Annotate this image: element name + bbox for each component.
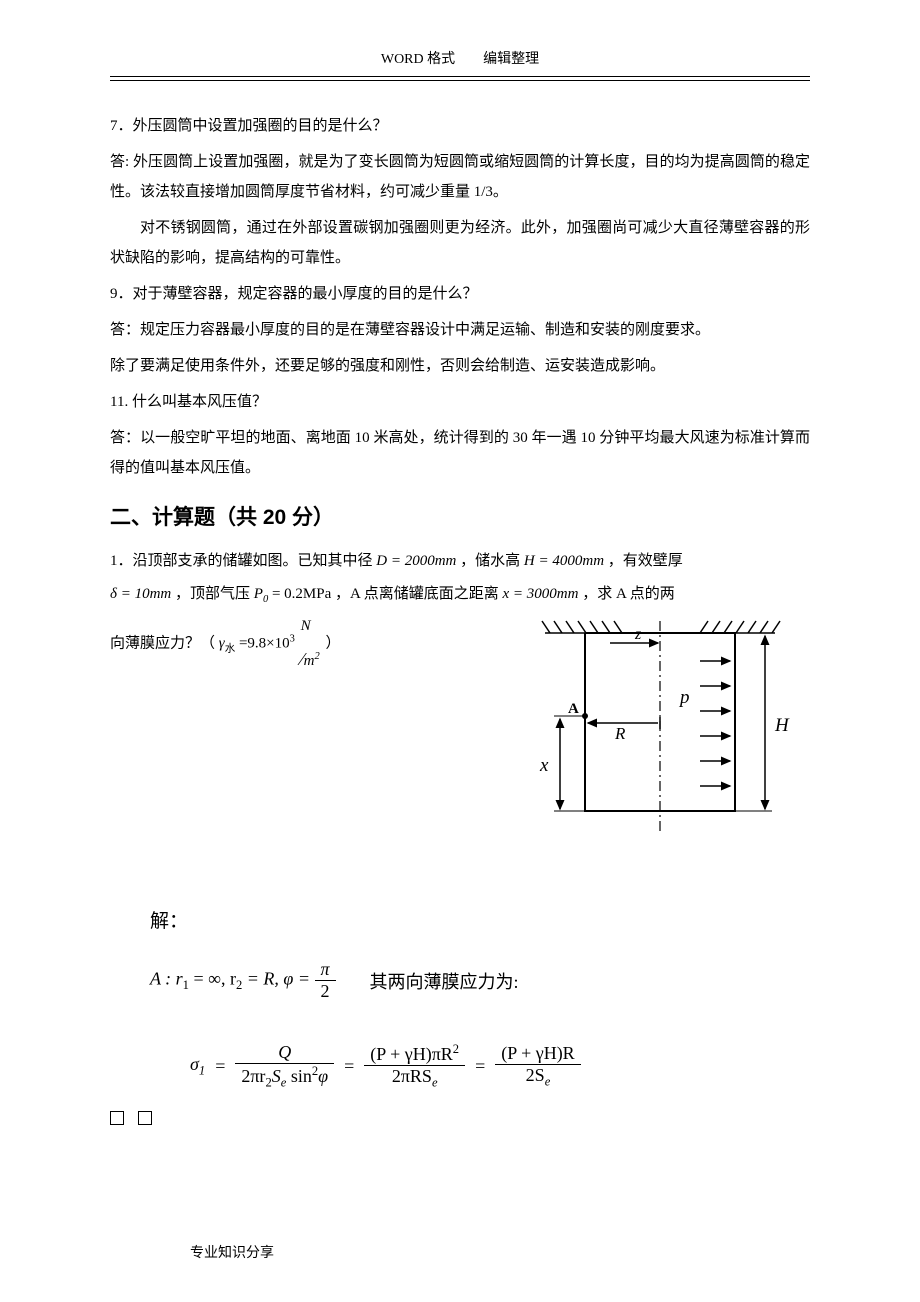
frac3-num: (P + γH)R (495, 1043, 580, 1065)
header-right: 编辑整理 (483, 52, 539, 67)
H-eq: H = 4000mm (524, 553, 604, 569)
checkbox-2 (138, 1111, 152, 1125)
checkbox-row (110, 1111, 810, 1130)
prob-text: 向薄膜应力？（ (110, 636, 215, 652)
prob-text: 1．沿顶部支承的储罐如图。已知其中径 (110, 553, 376, 569)
unit-N: N (299, 611, 322, 641)
f1d: φ (318, 1066, 328, 1086)
problem-1: 1．沿顶部支承的储罐如图。已知其中径 D = 2000mm ，储水高 H = 4… (110, 545, 810, 611)
f3d: 2S (526, 1065, 545, 1085)
delta-eq: δ = 10mm (110, 586, 171, 602)
header-left: WORD 格式 (381, 52, 455, 67)
frac-pi: π (315, 959, 336, 981)
sol-A-r1: A : r (150, 969, 183, 989)
eq1: = (215, 1056, 225, 1077)
P0-val: = 0.2MPa (268, 586, 331, 602)
P0-eq: P0 = 0.2MPa (254, 586, 335, 602)
answer-7-p1: 答: 外压圆筒上设置加强圈，就是为了变长圆筒为短圆筒或缩短圆筒的计算长度，目的均… (110, 147, 810, 207)
sol-r2: = ∞, r (193, 969, 235, 989)
answer-9-p1: 答：规定压力容器最小厚度的目的是在薄壁容器设计中满足运输、制造和安装的刚度要求。 (110, 315, 810, 345)
sigma-sub: 1 (199, 1064, 205, 1078)
gamma-unit: N ⁄m2 (299, 611, 322, 677)
D-eq: D = 2000mm (376, 553, 456, 569)
frac2-den: 2πRSe (364, 1066, 465, 1091)
f1c: sin (286, 1066, 312, 1086)
prob-text: ） (325, 636, 340, 652)
unit-m-exp: 2 (314, 651, 319, 662)
label-H: H (774, 715, 790, 736)
prob-text: ，有效壁厚 (608, 553, 683, 569)
header-rule (110, 76, 810, 81)
label-z: z (634, 626, 642, 643)
gamma-exp: 3 (290, 634, 295, 645)
sol-tail: 其两向薄膜应力为: (370, 968, 519, 994)
section-title: 二、计算题（共 20 分） (110, 501, 810, 531)
gamma-val: =9.8×10 (239, 636, 290, 652)
question-7: 7．外压圆筒中设置加强圈的目的是什么？ (110, 111, 810, 141)
answer-7-p2: 对不锈钢圆筒，通过在外部设置碳钢加强圈则更为经济。此外，加强圈尚可减少大直径薄壁… (110, 213, 810, 273)
f1a: 2πr (241, 1066, 265, 1086)
page-header: WORD 格式 编辑整理 (110, 48, 810, 74)
sigma-equation: σ1 = Q 2πr2Se sin2φ = (P + γH)πR2 2πRSe … (190, 1042, 810, 1091)
label-R: R (614, 724, 626, 743)
label-x: x (539, 755, 549, 776)
sol-label: 解： (150, 906, 810, 933)
eq2: = (344, 1056, 354, 1077)
prob-text: ，求 A 点的两 (582, 586, 675, 602)
frac-2: 2 (315, 981, 336, 1002)
checkbox-1 (110, 1111, 124, 1125)
question-9: 9．对于薄壁容器，规定容器的最小厚度的目的是什么？ (110, 279, 810, 309)
answer-9-p2: 除了要满足使用条件外，还要足够的强度和刚性，否则会给制造、运安装造成影响。 (110, 351, 810, 381)
frac3-den: 2Se (495, 1065, 580, 1090)
unit-m: m (304, 653, 315, 669)
page: WORD 格式 编辑整理 7．外压圆筒中设置加强圈的目的是什么？ 答: 外压圆筒… (0, 0, 920, 1302)
gamma-and-diagram-row: 向薄膜应力？（ γ水 =9.8×103 N ⁄m2 ） (110, 611, 810, 846)
eq3: = (475, 1056, 485, 1077)
prob-text: ，顶部气压 (175, 586, 254, 602)
frac1-num: Q (235, 1042, 334, 1064)
f1b: S (272, 1066, 281, 1086)
prob-text: ，A 点离储罐底面之距离 (335, 586, 503, 602)
sol-phi: = R, φ = (247, 969, 315, 989)
question-11: 11. 什么叫基本风压值？ (110, 387, 810, 417)
x-eq: x = 3000mm (503, 586, 579, 602)
P0-sym: P (254, 586, 263, 602)
f2a: (P + γH)πR (370, 1044, 453, 1064)
diagram-svg: z A R x (530, 611, 810, 841)
page-footer: 专业知识分享 (190, 1242, 274, 1262)
sigma: σ (190, 1054, 199, 1074)
label-p: p (678, 687, 690, 708)
answer-11: 答：以一般空旷平坦的地面、离地面 10 米高处，统计得到的 30 年一遇 10 … (110, 423, 810, 483)
tank-diagram: z A R x (530, 611, 810, 846)
gamma-line: 向薄膜应力？（ γ水 =9.8×103 N ⁄m2 ） (110, 611, 510, 677)
frac1-den: 2πr2Se sin2φ (235, 1064, 334, 1091)
gamma-sub: 水 (225, 644, 236, 655)
frac2-num: (P + γH)πR2 (364, 1042, 465, 1066)
label-A: A (568, 701, 579, 717)
f2d: 2πRS (392, 1066, 432, 1086)
solution-block: 解： A : r1 = ∞, r2 = R, φ = π 2 其两向薄膜应力为:… (150, 906, 810, 1091)
sol-line-1: A : r1 = ∞, r2 = R, φ = π 2 其两向薄膜应力为: (150, 959, 810, 1002)
prob-text: ，储水高 (460, 553, 524, 569)
